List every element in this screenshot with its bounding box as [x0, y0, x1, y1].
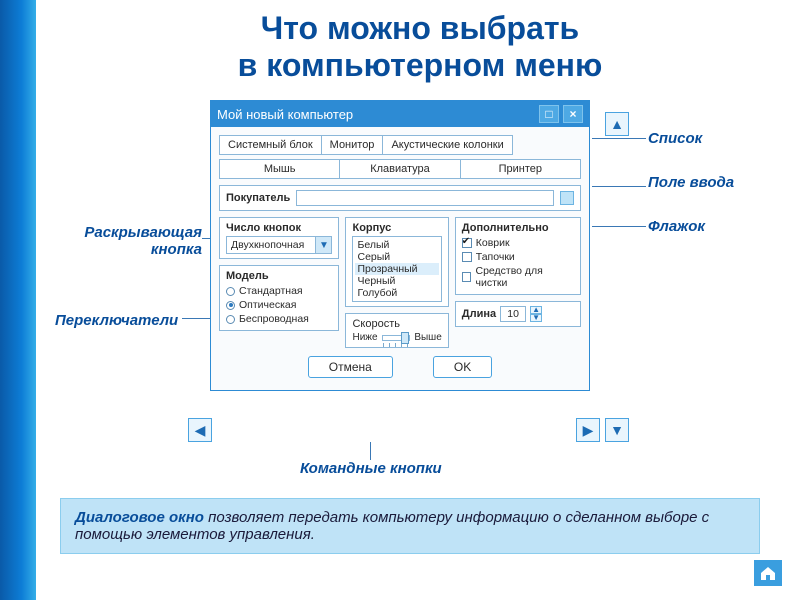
- tab-mouse[interactable]: Мышь: [219, 159, 340, 179]
- slide-title-line2: в компьютерном меню: [238, 47, 603, 83]
- scroll-up-icon[interactable]: ▲: [605, 112, 629, 136]
- case-listbox[interactable]: Белый Серый Прозрачный Черный Голубой: [352, 236, 441, 302]
- ann-input-field: Поле ввода: [648, 175, 734, 192]
- button-count-section: Число кнопок Двухкнопочная ▼: [219, 217, 339, 259]
- tab-row-2: Мышь Клавиатура Принтер: [219, 159, 581, 179]
- buyer-aux-button[interactable]: [560, 191, 574, 205]
- length-section: Длина 10 ▲ ▼: [455, 301, 581, 327]
- extra-label: Дополнительно: [462, 222, 574, 234]
- tab-row-1: Системный блок Монитор Акустические коло…: [219, 135, 581, 155]
- caption-box: Диалоговое окно позволяет передать компь…: [60, 498, 760, 554]
- buyer-section: Покупатель: [219, 185, 581, 211]
- slide-title: Что можно выбрать в компьютерном меню: [80, 10, 760, 84]
- dialog-title: Мой новый компьютер: [217, 107, 353, 122]
- scroll-right-icon[interactable]: ▶: [576, 418, 600, 442]
- list-item[interactable]: Серый: [355, 251, 438, 263]
- extra-section: Дополнительно Коврик Тапочки Средство дл…: [455, 217, 581, 295]
- case-section: Корпус Белый Серый Прозрачный Черный Гол…: [345, 217, 448, 307]
- extra-option-2[interactable]: Средство для чистки: [462, 264, 574, 290]
- scroll-down-icon[interactable]: ▼: [605, 418, 629, 442]
- buyer-label: Покупатель: [226, 192, 290, 204]
- extra-option-0[interactable]: Коврик: [462, 236, 574, 250]
- speed-slider[interactable]: [382, 335, 411, 341]
- slider-thumb[interactable]: [401, 332, 409, 344]
- ann-list: Список: [648, 130, 702, 147]
- dialog-window: Мой новый компьютер □ × Системный блок М…: [210, 100, 590, 391]
- ann-checkbox: Флажок: [648, 218, 705, 235]
- tab-system-block[interactable]: Системный блок: [219, 135, 322, 155]
- extra-option-1[interactable]: Тапочки: [462, 250, 574, 264]
- cancel-button[interactable]: Отмена: [308, 356, 393, 378]
- model-option-0[interactable]: Стандартная: [226, 284, 332, 298]
- length-label: Длина: [462, 308, 496, 320]
- slide-title-line1: Что можно выбрать: [261, 10, 579, 46]
- leader-list: [592, 138, 646, 139]
- model-section: Модель Стандартная Оптическая Беспроводн…: [219, 265, 339, 331]
- list-item[interactable]: Черный: [355, 275, 438, 287]
- length-spinner[interactable]: ▲ ▼: [530, 306, 542, 322]
- ann-command-buttons: Командные кнопки: [300, 460, 442, 477]
- list-item[interactable]: Белый: [355, 239, 438, 251]
- model-option-2[interactable]: Беспроводная: [226, 312, 332, 326]
- spin-down-icon[interactable]: ▼: [530, 314, 542, 322]
- leader-check: [592, 226, 646, 227]
- model-label: Модель: [226, 270, 332, 282]
- list-item[interactable]: Голубой: [355, 287, 438, 299]
- speed-section: Скорость Ниже Выше: [345, 313, 448, 348]
- dialog-titlebar: Мой новый компьютер □ ×: [211, 101, 589, 127]
- length-value[interactable]: 10: [500, 306, 526, 322]
- speed-label: Скорость: [352, 318, 441, 330]
- leader-input: [592, 186, 646, 187]
- home-button[interactable]: [754, 560, 782, 586]
- dialog-button-row: Отмена OK: [219, 348, 581, 382]
- home-icon: [759, 565, 777, 581]
- ann-radio: Переключатели: [55, 312, 178, 329]
- scroll-left-icon[interactable]: ◀: [188, 418, 212, 442]
- chevron-down-icon[interactable]: ▼: [315, 237, 331, 253]
- button-count-label: Число кнопок: [226, 222, 332, 234]
- ok-button[interactable]: OK: [433, 356, 492, 378]
- ann-dropdown-button: Раскрывающая кнопка: [62, 225, 202, 258]
- caption-keyword: Диалоговое окно: [75, 509, 204, 526]
- tab-speakers[interactable]: Акустические колонки: [383, 135, 512, 155]
- tab-printer[interactable]: Принтер: [461, 159, 581, 179]
- close-icon[interactable]: ×: [563, 105, 583, 123]
- buyer-input[interactable]: [296, 190, 554, 206]
- button-count-dropdown[interactable]: Двухкнопочная ▼: [226, 236, 332, 254]
- speed-high: Выше: [414, 332, 441, 343]
- speed-low: Ниже: [352, 332, 377, 343]
- case-label: Корпус: [352, 222, 441, 234]
- model-option-1[interactable]: Оптическая: [226, 298, 332, 312]
- tab-keyboard[interactable]: Клавиатура: [340, 159, 460, 179]
- slide-left-bar: [0, 0, 36, 600]
- list-item[interactable]: Прозрачный: [355, 263, 438, 275]
- button-count-value: Двухкнопочная: [227, 237, 315, 253]
- maximize-icon[interactable]: □: [539, 105, 559, 123]
- tab-monitor[interactable]: Монитор: [322, 135, 384, 155]
- leader-cmd: [370, 442, 371, 460]
